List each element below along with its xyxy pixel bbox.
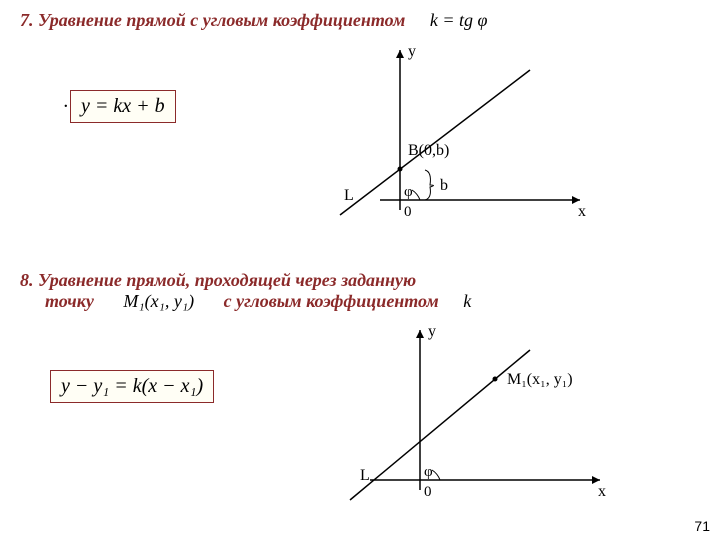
line-L-8	[350, 350, 530, 500]
section8-heading: 8. Уравнение прямой, проходящей через за…	[20, 270, 700, 312]
section8-k: k	[463, 291, 471, 311]
section7-title: Уравнение прямой с угловым коэффициентом	[38, 10, 405, 30]
section7-equation: y = kx + b	[81, 95, 165, 117]
x-axis-label: x	[578, 203, 586, 220]
y-axis-arrow-8	[416, 330, 424, 338]
section8-line2: точку M₁(x₁, y₁) с угловым коэффициентом…	[20, 291, 700, 312]
phi-arc	[412, 190, 420, 200]
section7-graph: B(0,b) b φ y x 0 L	[300, 40, 600, 240]
phi-arc-8	[432, 470, 440, 480]
section7-equation-box: y = kx + b	[70, 90, 176, 123]
section8-equation: y − y₁ = k(x − x₁)	[61, 375, 203, 397]
section8-graph: M₁(x₁, y₁) φ y x 0 L	[300, 320, 620, 520]
section7-number: 7.	[20, 10, 34, 30]
b-brace	[425, 170, 434, 200]
line-L-label-8: L	[360, 467, 370, 484]
section8-title-part1: Уравнение прямой, проходящей через задан…	[38, 270, 416, 290]
section8-number: 8.	[20, 270, 34, 290]
section8-title-part2a: точку	[45, 291, 94, 311]
point-M1	[493, 377, 498, 382]
section8-equation-box: y − y₁ = k(x − x₁)	[50, 370, 214, 403]
page-number: 71	[694, 518, 710, 534]
line-L-label: L	[344, 187, 354, 204]
phi-label-8: φ	[424, 464, 433, 480]
origin-label-8: 0	[424, 484, 432, 500]
y-axis-label-8: y	[428, 323, 436, 340]
point-B-label: B(0,b)	[408, 142, 449, 159]
y-axis-label: y	[408, 43, 416, 60]
section8-point-expr: M₁(x₁, y₁)	[123, 291, 194, 311]
point-B	[398, 167, 403, 172]
b-label: b	[440, 177, 448, 194]
phi-label: φ	[404, 184, 413, 200]
y-axis-arrow	[396, 50, 404, 58]
section8-line1: 8. Уравнение прямой, проходящей через за…	[20, 270, 700, 291]
slope-formula: k = tg φ	[430, 10, 488, 30]
section7-heading: 7. Уравнение прямой с угловым коэффициен…	[20, 10, 487, 31]
x-axis-label-8: x	[598, 483, 606, 500]
origin-label: 0	[404, 204, 412, 220]
section8-title-part2b: с угловым коэффициентом	[224, 291, 439, 311]
point-M1-label: M₁(x₁, y₁)	[507, 371, 573, 388]
